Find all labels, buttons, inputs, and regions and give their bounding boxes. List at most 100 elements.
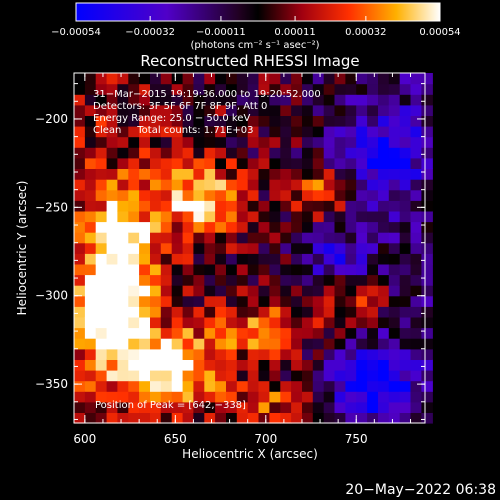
heatmap-cell — [128, 189, 140, 201]
heatmap-cell — [302, 147, 314, 159]
heatmap-cell — [378, 327, 390, 339]
heatmap-cell — [84, 136, 97, 148]
heatmap-cell — [215, 157, 227, 169]
heatmap-cell — [139, 285, 151, 297]
heatmap-cell — [399, 380, 412, 392]
heatmap-cell — [258, 412, 270, 424]
heatmap-cell — [139, 306, 151, 318]
heatmap-cell — [84, 83, 97, 95]
heatmap-cell — [410, 263, 422, 276]
heatmap-cell — [399, 136, 412, 148]
heatmap-cell — [388, 338, 401, 350]
heatmap-cell — [74, 285, 86, 297]
heatmap-cell — [117, 316, 129, 329]
heatmap-cell — [150, 274, 162, 286]
heatmap-cell — [236, 370, 249, 382]
heatmap-cell — [356, 136, 368, 148]
heatmap-cell — [421, 306, 433, 318]
heatmap-cell — [258, 242, 270, 254]
heatmap-cell — [280, 210, 292, 223]
heatmap-cell — [182, 157, 195, 169]
heatmap-cell — [280, 136, 292, 148]
heatmap-cell — [160, 104, 173, 116]
heatmap-cell — [312, 200, 325, 212]
heatmap-cell — [204, 83, 216, 95]
heatmap-cell — [378, 295, 390, 307]
heatmap-cell — [345, 274, 357, 286]
heatmap-cell — [182, 221, 195, 233]
heatmap-cell — [106, 157, 119, 169]
heatmap-cell — [247, 221, 260, 233]
heatmap-cell — [378, 412, 390, 424]
heatmap-cell — [378, 263, 390, 276]
heatmap-cell — [106, 115, 119, 127]
heatmap-cell — [323, 232, 336, 244]
heatmap-cell — [258, 380, 270, 392]
heatmap-cell — [258, 126, 270, 138]
heatmap-cell — [302, 327, 314, 339]
colorbar-tick-label: 0.00054 — [419, 27, 460, 38]
heatmap-cell — [410, 391, 422, 403]
heatmap-cell — [150, 147, 162, 159]
heatmap-cell — [160, 147, 173, 159]
heatmap-cell — [204, 168, 216, 180]
heatmap-cell — [160, 189, 173, 201]
heatmap-cell — [150, 401, 162, 413]
heatmap-cell — [334, 73, 346, 85]
heatmap-cell — [334, 391, 346, 403]
heatmap-cell — [236, 221, 249, 233]
heatmap-cell — [421, 179, 433, 191]
heatmap-cell — [312, 73, 325, 85]
heatmap-cell — [334, 370, 346, 382]
heatmap-cell — [117, 126, 129, 138]
heatmap-cell — [171, 316, 184, 329]
heatmap-cell — [236, 168, 249, 180]
heatmap-cell — [160, 412, 173, 424]
heatmap-cell — [410, 73, 422, 85]
heatmap-cell — [291, 104, 303, 116]
heatmap-cell — [334, 306, 346, 318]
heatmap-cell — [182, 253, 195, 265]
heatmap-cell — [193, 210, 205, 223]
heatmap-cell — [95, 412, 108, 424]
heatmap-cell — [378, 221, 390, 233]
heatmap-cell — [334, 147, 346, 159]
heatmap-cell — [95, 104, 108, 116]
heatmap-cell — [160, 359, 173, 371]
heatmap-cell — [378, 348, 390, 360]
heatmap-cell — [95, 200, 108, 212]
heatmap-cell — [269, 157, 281, 169]
heatmap-cell — [345, 126, 357, 138]
heatmap-cell — [302, 221, 314, 233]
heatmap-cell — [84, 104, 97, 116]
heatmap-cell — [95, 189, 108, 201]
heatmap-cell — [291, 253, 303, 265]
heatmap-cell — [150, 348, 162, 360]
heatmap-cell — [84, 210, 97, 223]
heatmap-cell — [171, 168, 184, 180]
heatmap-cell — [280, 242, 292, 254]
heatmap-cell — [378, 285, 390, 297]
heatmap-cell — [291, 401, 303, 413]
heatmap-cell — [150, 412, 162, 424]
heatmap-cell — [367, 391, 379, 403]
heatmap-cell — [226, 295, 238, 307]
heatmap-cell — [193, 316, 205, 329]
heatmap-cell — [258, 73, 270, 85]
heatmap-cell — [117, 104, 129, 116]
colorbar-tick-label: −0.00054 — [51, 27, 101, 38]
heatmap-cell — [410, 242, 422, 254]
heatmap-cell — [421, 210, 433, 223]
heatmap-cell — [182, 359, 195, 371]
heatmap-cell — [280, 147, 292, 159]
heatmap-cell — [106, 370, 119, 382]
clean-counts-annotation: Clean Total counts: 1.71E+03 — [93, 125, 253, 136]
heatmap-cell — [139, 242, 151, 254]
heatmap-cell — [280, 412, 292, 424]
heatmap-cell — [171, 380, 184, 392]
heatmap-cell — [160, 200, 173, 212]
heatmap-cell — [215, 391, 227, 403]
heatmap-cell — [247, 104, 260, 116]
heatmap-cell — [334, 316, 346, 329]
heatmap-cell — [117, 263, 129, 276]
